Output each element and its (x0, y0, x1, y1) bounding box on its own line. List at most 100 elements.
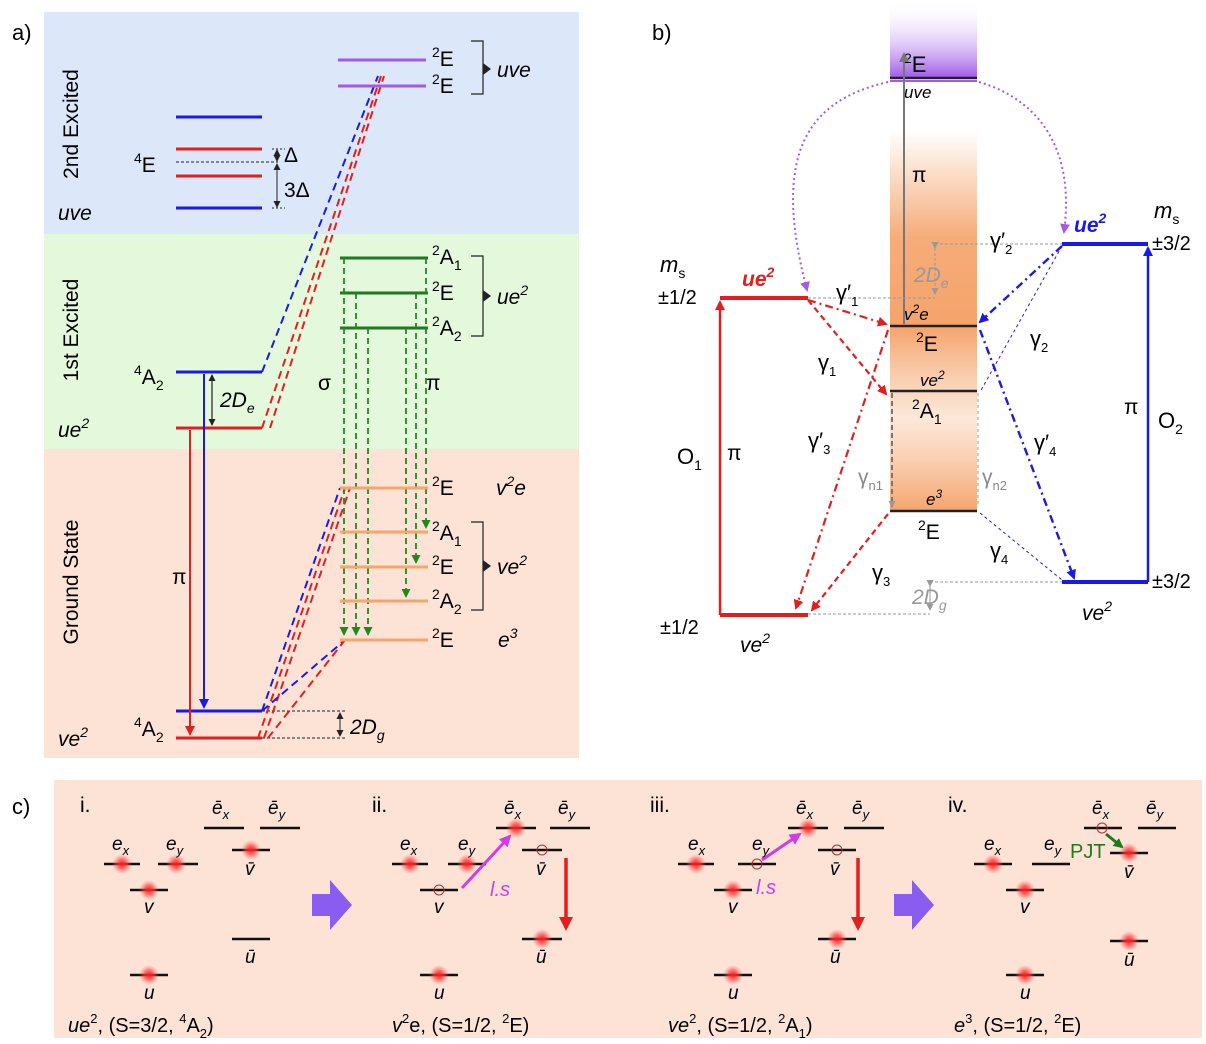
svg-text:ēx: ēx (504, 798, 522, 822)
config-v2e-label: v2e (496, 473, 526, 500)
svg-text:ū: ū (830, 947, 841, 968)
b-right-ve2-label: ve2 (1082, 598, 1112, 625)
svg-text:ex: ex (400, 834, 418, 858)
label-2E-uve-bottom: 2E (432, 71, 454, 98)
svg-text:v: v (728, 897, 739, 918)
step-iii-roman: iii. (650, 794, 670, 817)
b-left-pi: π (727, 442, 742, 465)
config-ue2-label: ue2 (58, 415, 89, 442)
pjt-arrow (1105, 832, 1124, 849)
svg-text:ēy: ēy (852, 798, 871, 822)
pi-label-green: π (426, 372, 441, 395)
svg-text:v̄: v̄ (536, 859, 547, 880)
svg-text:ex: ex (984, 834, 1002, 858)
hole (751, 858, 763, 870)
label-2E-e3: 2E (432, 625, 454, 652)
b-left-ve2-label: ve2 (740, 630, 770, 657)
delta-label: Δ (284, 144, 298, 167)
pjt-label: PJT (1070, 841, 1106, 863)
label-2A1-ve2: 2A1 (432, 518, 462, 549)
step-iv: iv. PJT ex ey v u ēx ēy v̄ ū e3, (S (948, 794, 1176, 1037)
config-uve-label: uve (58, 202, 92, 225)
hole (536, 844, 548, 856)
region-first-excited (44, 234, 579, 449)
svg-text:ū: ū (536, 947, 547, 968)
ls-label: l.s (490, 879, 510, 901)
label-2E-v2e: 2E (432, 473, 454, 500)
label-2A1-ue2: 2A1 (432, 242, 462, 273)
svg-text:ey: ey (752, 834, 771, 858)
electron (723, 965, 743, 985)
b-left-ms: ms (660, 252, 685, 281)
gamma1-label: γ1 (818, 350, 836, 379)
region-label-second: 2nd Excited (60, 69, 83, 179)
b-pi-label: π (912, 164, 927, 187)
panel-b-label: b) (652, 20, 672, 45)
label-u: u (144, 983, 155, 1004)
step-ii-caption: v2e, (S=1/2, 2E) (392, 1011, 529, 1037)
b-right-ms-val: ±3/2 (1152, 233, 1191, 255)
label-2A2-ve2: 2A2 (432, 586, 462, 617)
step-iv-caption: e3, (S=1/2, 2E) (954, 1011, 1081, 1037)
b-right-ms: ms (1154, 198, 1179, 227)
electron (506, 818, 526, 838)
purple-curve-right (978, 81, 1071, 234)
red-rate-arrows (793, 298, 890, 612)
electron (827, 929, 847, 949)
ground-orange-glow (890, 326, 977, 512)
svg-text:ēx: ēx (796, 798, 814, 822)
gamma-n1-label: γn1 (858, 466, 883, 493)
gamma2p-label: γ′2 (990, 228, 1012, 257)
electron (139, 965, 159, 985)
label-2E-ue2: 2E (432, 278, 454, 305)
electron (798, 818, 818, 838)
step-ii-roman: ii. (372, 794, 387, 817)
svg-text:l.s: l.s (756, 877, 776, 899)
electron (1015, 965, 1035, 985)
label-v: v (144, 897, 155, 918)
b-left-ms-val: ±1/2 (658, 287, 697, 309)
label-b-uve-config: uve (904, 83, 931, 102)
svg-text:v: v (1020, 897, 1031, 918)
gamma1p-label: γ′1 (836, 280, 858, 309)
panel-c-background (54, 780, 1202, 1038)
b-2Dg-label: 2Dg (911, 586, 947, 613)
connector-blue-uve (261, 75, 379, 373)
connector-blue-e3 (261, 639, 346, 712)
b-O2-label: O2 (1158, 408, 1183, 437)
electron (1119, 931, 1139, 951)
electron (400, 854, 420, 874)
label-b-2A1: 2A1 (912, 396, 942, 427)
config-ue2-bracket-label: ue2 (497, 282, 528, 309)
connector-red-v2e (257, 487, 346, 739)
electron (1015, 880, 1035, 900)
label-bar-ey: ēy (268, 798, 287, 822)
svg-text:ēy: ēy (1146, 798, 1165, 822)
region-label-first: 1st Excited (60, 279, 83, 382)
panel-a-label: a) (12, 20, 32, 45)
label-ex: ex (112, 834, 130, 858)
b-right-pi: π (1124, 396, 1139, 419)
blue-rate-arrows (978, 245, 1076, 581)
step-arrow-2 (894, 880, 934, 930)
svg-text:ex: ex (688, 834, 706, 858)
ls-arrow (761, 832, 802, 862)
label-b-2E-lower: 2E (918, 517, 940, 544)
b-left-ue2-label: ue2 (742, 264, 775, 291)
ls-arrow (460, 834, 512, 890)
b-right-ue2-label: ue2 (1074, 210, 1107, 237)
svg-text:ēy: ēy (558, 798, 577, 822)
electron (1119, 843, 1139, 863)
electron (241, 840, 261, 860)
pi-label-a: π (172, 566, 187, 589)
label-2E-ve2: 2E (432, 552, 454, 579)
panel-a: a) 2nd Excited 1st Excited Ground State … (12, 12, 579, 758)
label-b-2E-upper: 2E (916, 329, 938, 356)
region-ground-state (44, 449, 579, 758)
electron (532, 929, 552, 949)
svg-text:v̄: v̄ (830, 859, 841, 880)
label-bar-u: ū (245, 947, 256, 968)
gamma2-label: γ2 (1030, 326, 1048, 355)
three-delta-label: 3Δ (284, 179, 310, 202)
svg-text:v̄: v̄ (1124, 862, 1135, 883)
